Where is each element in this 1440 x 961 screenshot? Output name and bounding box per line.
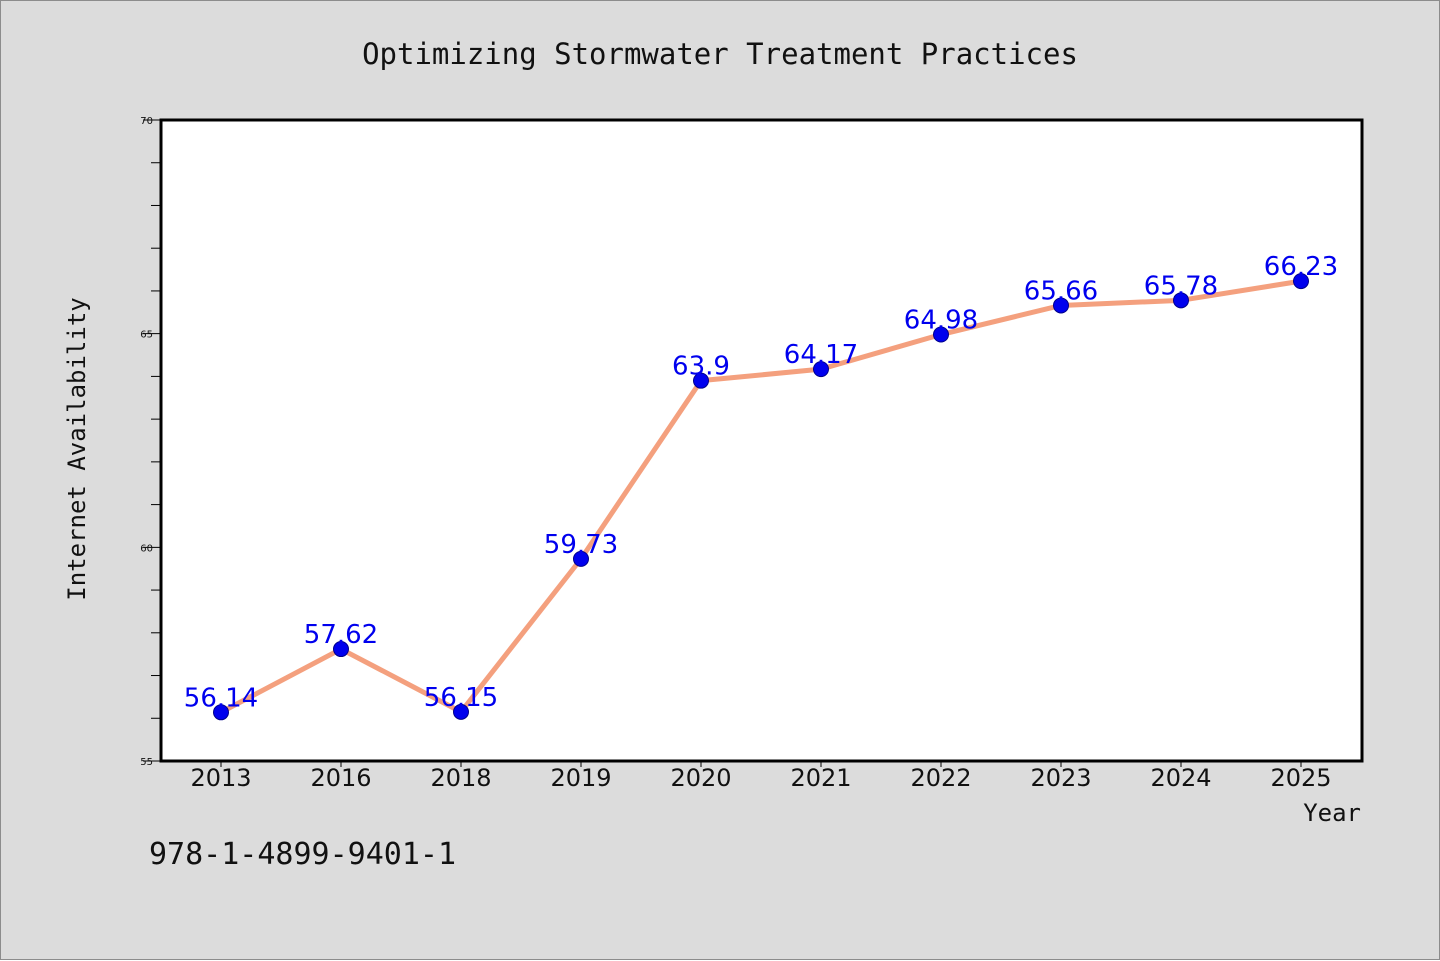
series-layer [213,273,1309,721]
series-line [218,278,1304,715]
data-point [213,704,229,721]
data-label: 64.17 [784,340,858,370]
data-point [693,372,709,389]
x-tick-label: 2016 [310,764,371,792]
data-point [1173,292,1189,309]
data-label: 63.9 [672,352,730,382]
x-axis: 2013 2016 2018 2019 2020 2021 2022 2023 2024 2025 [190,761,1332,792]
x-tick-label: 2025 [1270,764,1331,792]
y-axis-title: Internet Availability [63,297,91,600]
x-tick-label: 2021 [790,764,851,792]
data-label: 56.14 [184,683,258,713]
data-point [573,550,589,567]
y-tick-label: 60 [140,543,153,554]
data-label: 57.62 [304,620,378,650]
x-tick-label: 2020 [670,764,731,792]
data-point [933,326,949,343]
data-label: 64.98 [904,306,978,336]
x-tick-label: 2013 [190,764,251,792]
data-label: 66.23 [1264,252,1338,282]
isbn-footnote: 978-1-4899-9401-1 [149,837,456,872]
data-label: 65.78 [1144,271,1218,301]
x-tick-label: 2023 [1030,764,1091,792]
plot-area [159,118,1364,763]
chart-title: Optimizing Stormwater Treatment Practice… [362,37,1078,71]
x-tick-label: 2024 [1150,764,1211,792]
x-tick-label: 2019 [550,764,611,792]
data-label: 59.73 [544,530,618,560]
y-axis: 55 60 65 70 [140,116,161,768]
data-label: 56.15 [424,683,498,713]
data-point [1053,297,1069,314]
x-axis-title: Year [1303,799,1361,827]
y-tick-label: 65 [140,330,153,341]
x-tick-label: 2018 [430,764,491,792]
data-label-layer: 56.14 57.62 56.15 59.73 63.9 64.17 64.98 65.66 6… [184,252,1338,713]
y-tick-label: 55 [140,757,153,768]
data-point [1293,273,1309,290]
data-label: 65.66 [1024,276,1098,306]
x-tick-label: 2022 [910,764,971,792]
data-point [453,703,469,720]
data-point [333,641,349,658]
y-tick-label: 70 [140,116,153,127]
data-point [813,361,829,378]
